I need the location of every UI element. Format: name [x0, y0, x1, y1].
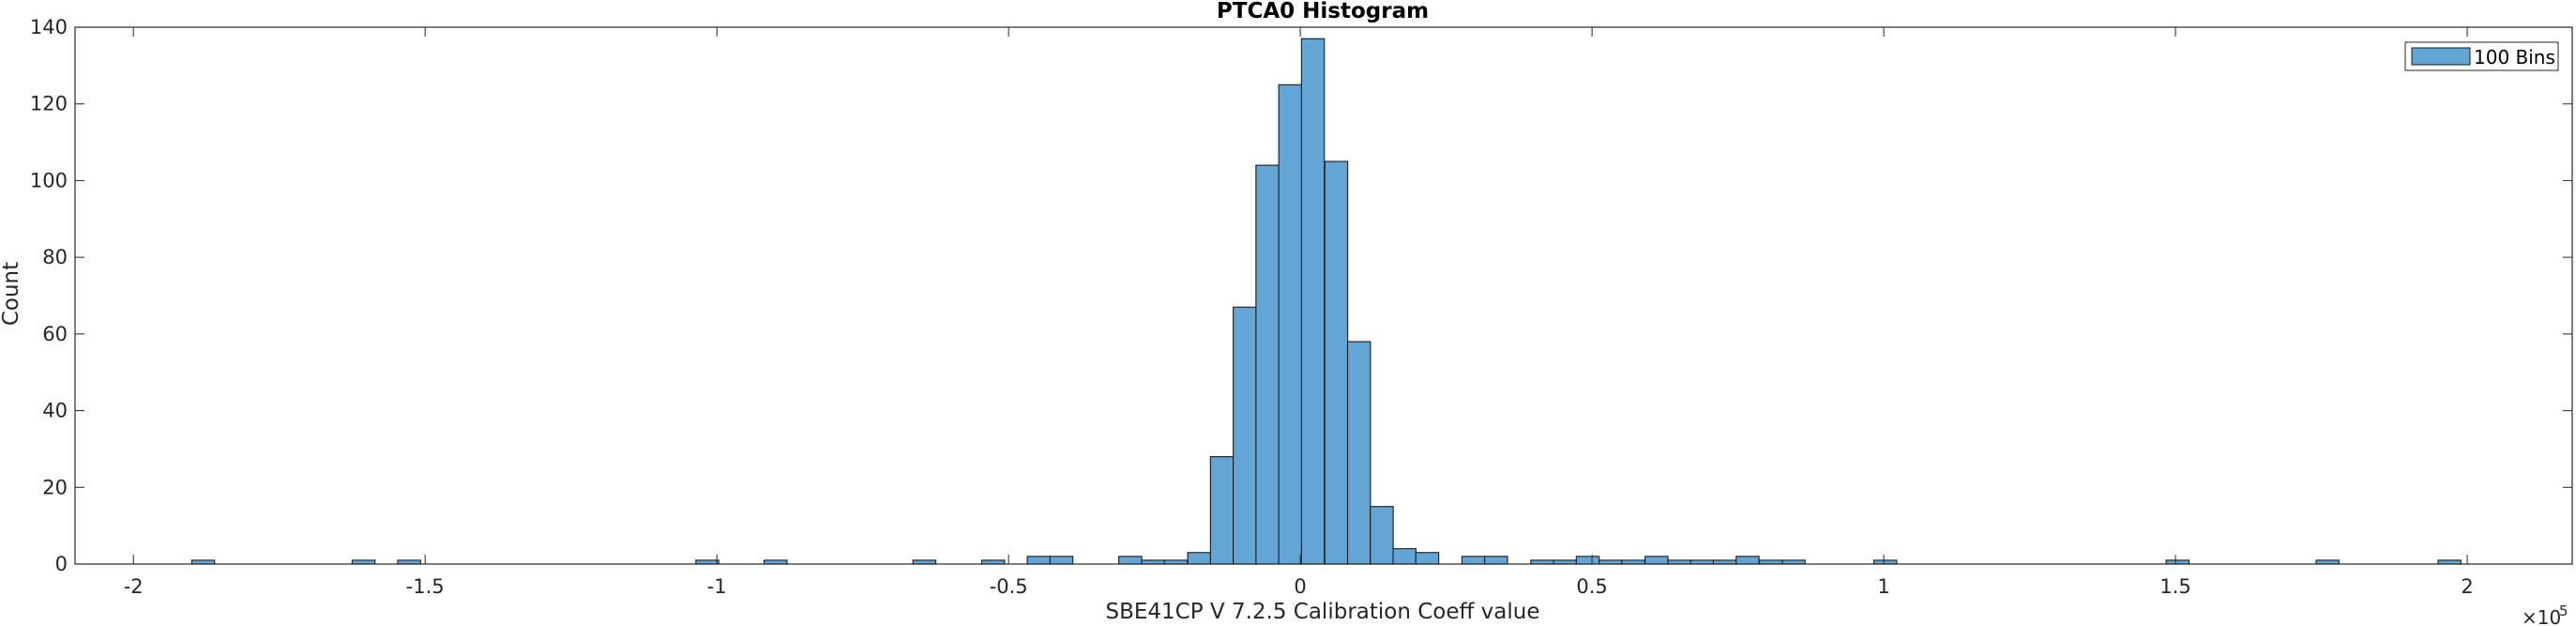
- histogram-bar: [1759, 559, 1783, 565]
- y-tick-label: 60: [42, 323, 68, 345]
- x-axis-exponent: ×10 5: [2522, 603, 2568, 626]
- x-axis-label: SBE41CP V 7.2.5 Calibration Coeff value: [1105, 600, 1539, 624]
- histogram-bar: [1370, 506, 1394, 565]
- x-tick-label: -1.5: [406, 575, 445, 598]
- x-tick-label: 1: [1877, 575, 1889, 598]
- histogram-bar: [1209, 456, 1235, 565]
- histogram-bar: [1575, 556, 1600, 565]
- histogram-bar: [1278, 84, 1303, 565]
- histogram-bar: [1415, 552, 1440, 565]
- histogram-bar: [1553, 559, 1577, 565]
- histogram-bar: [1690, 559, 1715, 565]
- histogram-bar: [1781, 559, 1806, 565]
- histogram-bar: [190, 559, 216, 565]
- histogram-bar: [912, 559, 937, 565]
- x-tick-label: 1.5: [2159, 575, 2190, 598]
- legend: 100 Bins: [2404, 41, 2559, 71]
- histogram-bar: [1872, 559, 1898, 565]
- histogram-bar: [1484, 556, 1508, 565]
- histogram-bar: [1233, 306, 1257, 565]
- histogram-bar: [1300, 38, 1326, 565]
- histogram-bar: [695, 559, 720, 565]
- x-exponent-base: ×10: [2522, 606, 2561, 626]
- histogram-bar: [2437, 559, 2462, 565]
- histogram-bar: [1118, 556, 1143, 565]
- histogram-bar: [397, 559, 421, 565]
- histogram-bar: [1461, 556, 1486, 565]
- y-tick-label: 100: [30, 169, 68, 191]
- axes-frame: [74, 26, 2573, 565]
- histogram-bar: [1530, 559, 1554, 565]
- histogram-bar: [1324, 160, 1349, 565]
- x-tick-label: 0: [1294, 575, 1306, 598]
- chart-title: PTCA0 Histogram: [1217, 0, 1429, 23]
- histogram-bar: [1735, 556, 1760, 565]
- histogram-bar: [1599, 559, 1623, 565]
- x-exponent-power: 5: [2559, 603, 2568, 619]
- legend-swatch: [2411, 47, 2471, 66]
- histogram-bar: [1667, 559, 1691, 565]
- histogram-bar: [1644, 556, 1669, 565]
- histogram-bar: [1049, 556, 1074, 565]
- histogram-bar: [1163, 559, 1189, 565]
- histogram-bar: [2165, 559, 2190, 565]
- y-tick-label: 0: [55, 553, 68, 575]
- x-tick-label: -2: [124, 575, 144, 598]
- y-tick-label: 40: [42, 400, 68, 422]
- y-tick-label: 140: [30, 16, 68, 38]
- histogram-bar: [1026, 556, 1051, 565]
- histogram-bar: [2315, 559, 2340, 565]
- histogram-bar: [1346, 341, 1371, 565]
- x-tick-label: -1: [707, 575, 727, 598]
- histogram-bar: [1392, 548, 1417, 565]
- y-tick-label: 80: [42, 246, 68, 268]
- histogram-bar: [980, 559, 1006, 565]
- y-tick-label: 20: [42, 476, 68, 498]
- x-tick-label: 0.5: [1576, 575, 1607, 598]
- histogram-bar: [1187, 552, 1212, 565]
- histogram-bar: [351, 559, 376, 565]
- x-tick-label: -0.5: [990, 575, 1028, 598]
- histogram-bar: [1255, 164, 1280, 565]
- histogram-bar: [1621, 559, 1645, 565]
- histogram-bar: [763, 559, 788, 565]
- histogram-bar: [1712, 559, 1737, 565]
- histogram-bar: [1141, 559, 1165, 565]
- x-tick-label: 2: [2461, 575, 2473, 598]
- axes-box: [74, 26, 2573, 565]
- y-tick-label: 120: [30, 93, 68, 115]
- y-axis-label: Count: [0, 262, 23, 326]
- legend-label: 100 Bins: [2474, 46, 2555, 69]
